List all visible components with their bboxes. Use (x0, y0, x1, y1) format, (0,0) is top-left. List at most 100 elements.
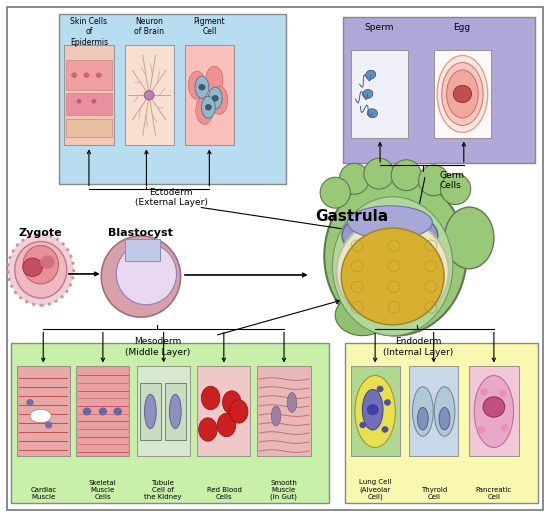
Ellipse shape (419, 165, 449, 196)
FancyBboxPatch shape (434, 50, 491, 138)
Ellipse shape (169, 394, 181, 429)
Circle shape (113, 407, 122, 416)
Circle shape (367, 404, 378, 415)
Text: Endoderm
(Internal Layer): Endoderm (Internal Layer) (383, 337, 454, 357)
Ellipse shape (206, 66, 223, 94)
Circle shape (212, 95, 219, 101)
FancyBboxPatch shape (164, 383, 186, 440)
Ellipse shape (208, 87, 222, 109)
Ellipse shape (195, 76, 209, 98)
Ellipse shape (116, 243, 177, 305)
Ellipse shape (287, 392, 297, 413)
FancyBboxPatch shape (7, 7, 543, 510)
FancyBboxPatch shape (350, 50, 408, 138)
Ellipse shape (367, 109, 377, 117)
Ellipse shape (15, 241, 67, 298)
Circle shape (98, 407, 107, 416)
Circle shape (23, 258, 42, 277)
Circle shape (453, 85, 471, 102)
FancyBboxPatch shape (124, 45, 174, 145)
Circle shape (76, 99, 81, 103)
FancyBboxPatch shape (137, 367, 190, 457)
Circle shape (96, 72, 102, 78)
Ellipse shape (201, 96, 215, 118)
Ellipse shape (201, 386, 220, 409)
Text: Neuron
of Brain: Neuron of Brain (134, 17, 164, 36)
Ellipse shape (271, 406, 281, 426)
Circle shape (483, 397, 505, 417)
FancyBboxPatch shape (409, 367, 458, 457)
Ellipse shape (391, 160, 421, 191)
Ellipse shape (337, 219, 449, 324)
Ellipse shape (145, 394, 156, 429)
Ellipse shape (412, 387, 433, 436)
Ellipse shape (442, 63, 483, 126)
FancyBboxPatch shape (67, 119, 112, 138)
Circle shape (477, 426, 486, 433)
Ellipse shape (362, 389, 383, 430)
Circle shape (45, 421, 52, 429)
FancyBboxPatch shape (469, 367, 519, 457)
Text: Sperm: Sperm (364, 23, 394, 32)
Ellipse shape (441, 174, 471, 205)
Circle shape (499, 390, 507, 397)
Text: Pigment
Cell: Pigment Cell (194, 17, 225, 36)
Text: Egg: Egg (454, 23, 471, 32)
Ellipse shape (341, 228, 444, 325)
FancyBboxPatch shape (11, 343, 329, 503)
Ellipse shape (320, 177, 350, 208)
Ellipse shape (434, 387, 455, 436)
Ellipse shape (324, 176, 466, 336)
Circle shape (199, 84, 205, 90)
Circle shape (82, 407, 91, 416)
Circle shape (40, 255, 54, 269)
Text: Blastocyst: Blastocyst (108, 228, 173, 238)
Circle shape (26, 399, 34, 406)
FancyBboxPatch shape (350, 367, 400, 457)
Circle shape (501, 424, 509, 431)
FancyBboxPatch shape (16, 367, 70, 457)
Ellipse shape (189, 71, 206, 99)
FancyBboxPatch shape (67, 60, 112, 90)
Text: Tubule
Cell of
the Kidney: Tubule Cell of the Kidney (144, 480, 182, 500)
Text: Cardiac
Muscle: Cardiac Muscle (30, 487, 57, 500)
FancyBboxPatch shape (257, 367, 311, 457)
FancyBboxPatch shape (64, 45, 113, 145)
Text: Thyroid
Cell: Thyroid Cell (421, 487, 447, 500)
Ellipse shape (417, 407, 428, 430)
Ellipse shape (348, 206, 432, 239)
Ellipse shape (339, 163, 370, 194)
Ellipse shape (217, 413, 236, 437)
Text: Red Blood
Cells: Red Blood Cells (207, 487, 241, 500)
Text: Skeletal
Muscle
Cells: Skeletal Muscle Cells (89, 480, 117, 500)
Text: Pancreatic
Cell: Pancreatic Cell (476, 487, 512, 500)
Text: Lung Cell
(Alveolar
Cell): Lung Cell (Alveolar Cell) (359, 479, 392, 500)
Ellipse shape (229, 400, 248, 423)
Ellipse shape (196, 96, 213, 124)
Ellipse shape (30, 409, 51, 423)
FancyBboxPatch shape (345, 343, 538, 503)
Ellipse shape (444, 207, 494, 269)
Text: Smooth
Muscle
(in Gut): Smooth Muscle (in Gut) (270, 480, 297, 500)
FancyBboxPatch shape (185, 45, 234, 145)
FancyBboxPatch shape (124, 239, 160, 261)
Circle shape (84, 72, 90, 78)
FancyBboxPatch shape (197, 367, 250, 457)
Text: Germ
Cells: Germ Cells (439, 171, 464, 190)
Circle shape (377, 386, 383, 392)
Circle shape (205, 104, 212, 111)
Text: Zygote: Zygote (19, 228, 63, 238)
Circle shape (359, 422, 366, 428)
Ellipse shape (8, 234, 74, 306)
Ellipse shape (335, 295, 390, 336)
Text: Skin Cells
of
Epidermis: Skin Cells of Epidermis (70, 17, 108, 47)
Ellipse shape (355, 375, 395, 448)
Ellipse shape (342, 210, 438, 261)
FancyBboxPatch shape (67, 93, 112, 115)
Ellipse shape (101, 236, 180, 317)
Ellipse shape (332, 197, 453, 336)
Text: Gastrula: Gastrula (315, 209, 388, 224)
Circle shape (144, 90, 154, 100)
Ellipse shape (23, 246, 58, 284)
FancyBboxPatch shape (76, 367, 129, 457)
